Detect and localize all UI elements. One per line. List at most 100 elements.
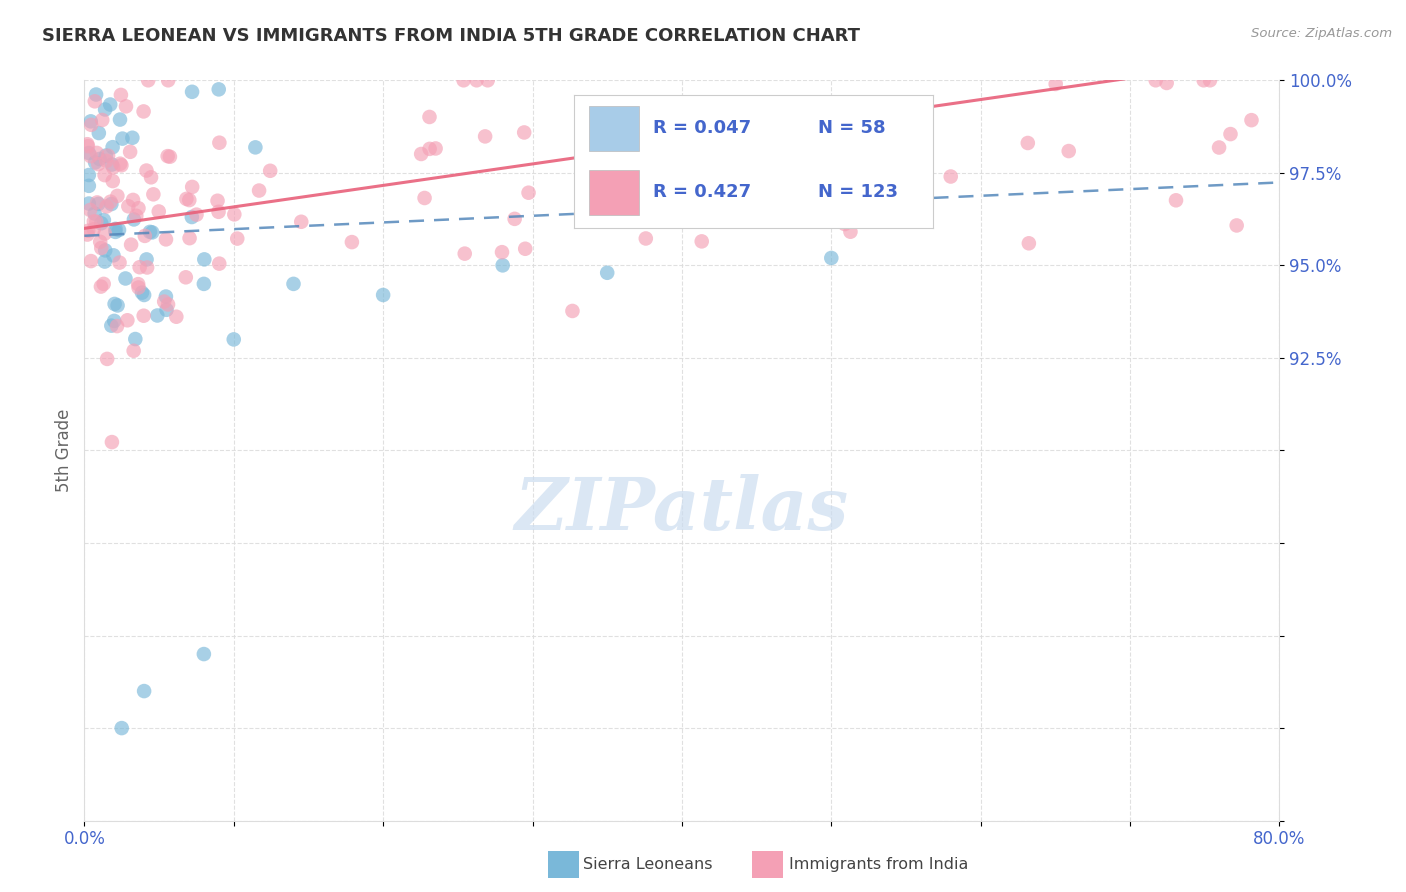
- Point: [104, 225, 127, 239]
- Point: [110, 87, 132, 102]
- Point: [136, 260, 159, 275]
- Point: [661, 96, 683, 111]
- Point: [491, 245, 513, 260]
- Point: [1164, 194, 1187, 208]
- Point: [105, 189, 128, 203]
- Point: [101, 160, 124, 174]
- Point: [117, 313, 139, 327]
- Text: Sierra Leoneans: Sierra Leoneans: [583, 857, 713, 871]
- Point: [124, 332, 146, 346]
- Point: [596, 266, 619, 280]
- Point: [165, 310, 187, 324]
- Point: [1017, 136, 1039, 150]
- Point: [141, 226, 163, 240]
- Point: [120, 145, 142, 159]
- Point: [90, 279, 112, 293]
- Point: [1156, 76, 1178, 90]
- Point: [89, 235, 111, 249]
- Point: [77, 168, 100, 182]
- Point: [83, 95, 105, 109]
- Point: [135, 252, 157, 267]
- Point: [839, 225, 862, 239]
- Point: [117, 199, 139, 213]
- Point: [132, 104, 155, 119]
- Point: [413, 191, 436, 205]
- Point: [699, 145, 721, 159]
- Point: [121, 130, 143, 145]
- Point: [120, 237, 142, 252]
- Point: [94, 103, 117, 117]
- Point: [83, 214, 105, 228]
- Point: [139, 170, 162, 185]
- Point: [222, 332, 245, 346]
- Text: Source: ZipAtlas.com: Source: ZipAtlas.com: [1251, 27, 1392, 40]
- Point: [97, 149, 120, 163]
- Point: [122, 193, 145, 207]
- Point: [103, 248, 125, 262]
- Point: [418, 110, 440, 124]
- Point: [111, 131, 134, 145]
- Point: [122, 212, 145, 227]
- Point: [96, 153, 118, 168]
- Point: [104, 297, 127, 311]
- Point: [153, 294, 176, 309]
- Point: [114, 271, 136, 285]
- Point: [101, 140, 124, 154]
- Point: [179, 193, 201, 207]
- Point: [105, 319, 128, 334]
- Point: [146, 309, 169, 323]
- Point: [513, 125, 536, 139]
- Point: [100, 318, 122, 333]
- Point: [93, 168, 115, 182]
- Point: [77, 196, 100, 211]
- Point: [94, 227, 117, 241]
- Point: [108, 255, 131, 269]
- Point: [79, 202, 101, 217]
- Point: [107, 298, 129, 312]
- Point: [93, 213, 115, 227]
- Point: [87, 126, 110, 140]
- Point: [283, 277, 305, 291]
- Point: [669, 146, 692, 161]
- Point: [193, 277, 215, 291]
- Point: [207, 204, 229, 219]
- Y-axis label: 5th Grade: 5th Grade: [55, 409, 73, 492]
- Point: [820, 251, 842, 265]
- Point: [86, 145, 108, 160]
- Point: [208, 82, 231, 96]
- Point: [492, 258, 515, 272]
- Point: [101, 157, 124, 171]
- Point: [157, 73, 180, 87]
- Point: [86, 195, 108, 210]
- Point: [208, 257, 231, 271]
- Point: [83, 222, 105, 236]
- Point: [474, 129, 496, 144]
- Point: [90, 241, 112, 255]
- Point: [84, 155, 107, 169]
- Point: [226, 231, 249, 245]
- Point: [101, 435, 124, 450]
- Point: [80, 254, 103, 268]
- Point: [76, 137, 98, 152]
- Point: [419, 142, 441, 156]
- Point: [179, 231, 201, 245]
- Point: [157, 297, 180, 311]
- Point: [100, 197, 122, 211]
- Point: [1045, 77, 1067, 91]
- Point: [1192, 73, 1215, 87]
- Point: [108, 157, 131, 171]
- Point: [110, 158, 132, 172]
- Point: [156, 149, 179, 163]
- Point: [340, 235, 363, 249]
- Point: [1226, 219, 1249, 233]
- Point: [89, 152, 111, 166]
- Point: [290, 215, 312, 229]
- Point: [127, 201, 149, 215]
- Text: Immigrants from India: Immigrants from India: [789, 857, 969, 871]
- Point: [136, 73, 159, 87]
- Point: [159, 150, 181, 164]
- Point: [193, 252, 215, 267]
- Point: [77, 139, 100, 153]
- Point: [425, 141, 447, 155]
- Point: [132, 288, 156, 302]
